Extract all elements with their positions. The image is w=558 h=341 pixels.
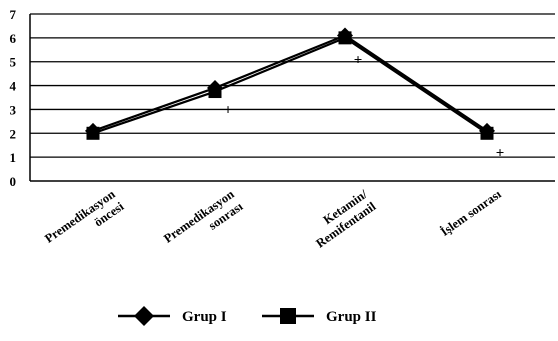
data-point-square [86, 126, 100, 140]
legend-label: Grup I [182, 309, 227, 325]
y-tick-label: 2 [10, 126, 17, 141]
data-point-square [480, 126, 494, 140]
y-tick-label: 6 [10, 31, 17, 46]
legend-item: Grup II [262, 308, 377, 325]
x-tick-label: Ketamin/Remifentanil [313, 187, 378, 251]
x-tick-label: İşlem sonrası [438, 187, 504, 239]
y-tick-label: 4 [10, 79, 17, 94]
y-tick-labels: 0 1 2 3 4 5 6 7 [10, 7, 17, 189]
significance-mark: + [354, 52, 363, 68]
legend-item: Grup I [118, 306, 227, 326]
significance-mark: + [224, 102, 233, 118]
gridlines [30, 13, 555, 158]
y-tick-label: 3 [10, 102, 17, 117]
legend: Grup I Grup II [118, 306, 377, 326]
annotations: + + + [224, 52, 505, 161]
series-line [92, 36, 488, 135]
axes [29, 14, 555, 182]
legend-marker-diamond [134, 306, 154, 326]
y-tick-label: 1 [10, 150, 17, 165]
x-tick-label-line: İşlem sonrası [438, 187, 504, 239]
y-tick-label: 0 [10, 174, 17, 189]
data-point-square [338, 31, 352, 45]
series-1 [85, 27, 495, 139]
y-tick-label: 5 [10, 55, 17, 70]
legend-marker-square [280, 308, 296, 324]
significance-mark: + [496, 145, 505, 161]
legend-label: Grup II [326, 309, 377, 325]
series [85, 27, 495, 140]
data-point-square [208, 85, 222, 99]
series-line [92, 34, 488, 132]
y-tick-label: 7 [10, 7, 17, 22]
series-2 [86, 31, 494, 140]
